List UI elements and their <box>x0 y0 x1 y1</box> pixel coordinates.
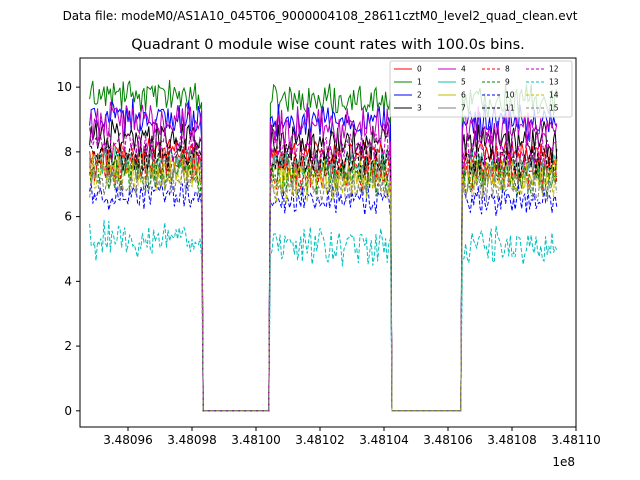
x-tick-label: 3.48110 <box>551 433 601 447</box>
x-tick-label: 3.48100 <box>231 433 281 447</box>
y-tick-label: 8 <box>64 145 72 159</box>
legend-label: 12 <box>549 65 559 74</box>
y-tick-label: 4 <box>64 274 72 288</box>
series-line-15 <box>89 167 558 412</box>
chart-title: Quadrant 0 module wise count rates with … <box>131 37 525 53</box>
x-tick-label: 3.48098 <box>167 433 217 447</box>
series-line-12 <box>89 127 558 412</box>
legend-label: 9 <box>505 78 510 87</box>
plot-frame <box>79 57 577 428</box>
legend-label: 11 <box>505 104 515 113</box>
x-tick-label: 3.48104 <box>359 433 409 447</box>
x-tick-label: 3.48096 <box>103 433 153 447</box>
series-line-10 <box>89 181 558 412</box>
y-tick-label: 6 <box>64 210 72 224</box>
series-layer <box>89 79 558 412</box>
x-tick-label: 3.48108 <box>487 433 537 447</box>
legend-label: 4 <box>461 65 466 74</box>
chart-suptitle: Data file: modeM0/AS1A10_045T06_90000041… <box>63 9 578 23</box>
x-tick-label: 3.48106 <box>423 433 473 447</box>
x-axis: 3.48096 3.48098 3.48100 3.48102 3.48104 3.481… <box>103 427 601 447</box>
legend-label: 14 <box>549 91 559 100</box>
x-offset-label: 1e8 <box>552 455 575 469</box>
legend-label: 15 <box>549 104 559 113</box>
x-tick-label: 3.48102 <box>295 433 345 447</box>
legend-label: 2 <box>417 91 422 100</box>
y-tick-label: 2 <box>64 339 72 353</box>
series-line-0 <box>89 138 558 412</box>
legend-label: 7 <box>461 104 466 113</box>
legend-box <box>389 60 573 118</box>
legend-label: 10 <box>505 91 515 100</box>
series-line-9 <box>89 154 558 412</box>
legend-label: 13 <box>549 78 559 87</box>
y-axis: 0 2 4 6 8 10 <box>57 80 80 418</box>
legend-label: 3 <box>417 104 422 113</box>
legend-label: 5 <box>461 78 466 87</box>
legend-label: 6 <box>461 91 466 100</box>
legend-label: 1 <box>417 78 422 87</box>
legend-label: 0 <box>417 65 422 74</box>
series-line-13 <box>89 219 558 412</box>
y-tick-label: 10 <box>57 80 72 94</box>
y-tick-label: 0 <box>64 404 72 418</box>
legend-label: 8 <box>505 65 510 74</box>
